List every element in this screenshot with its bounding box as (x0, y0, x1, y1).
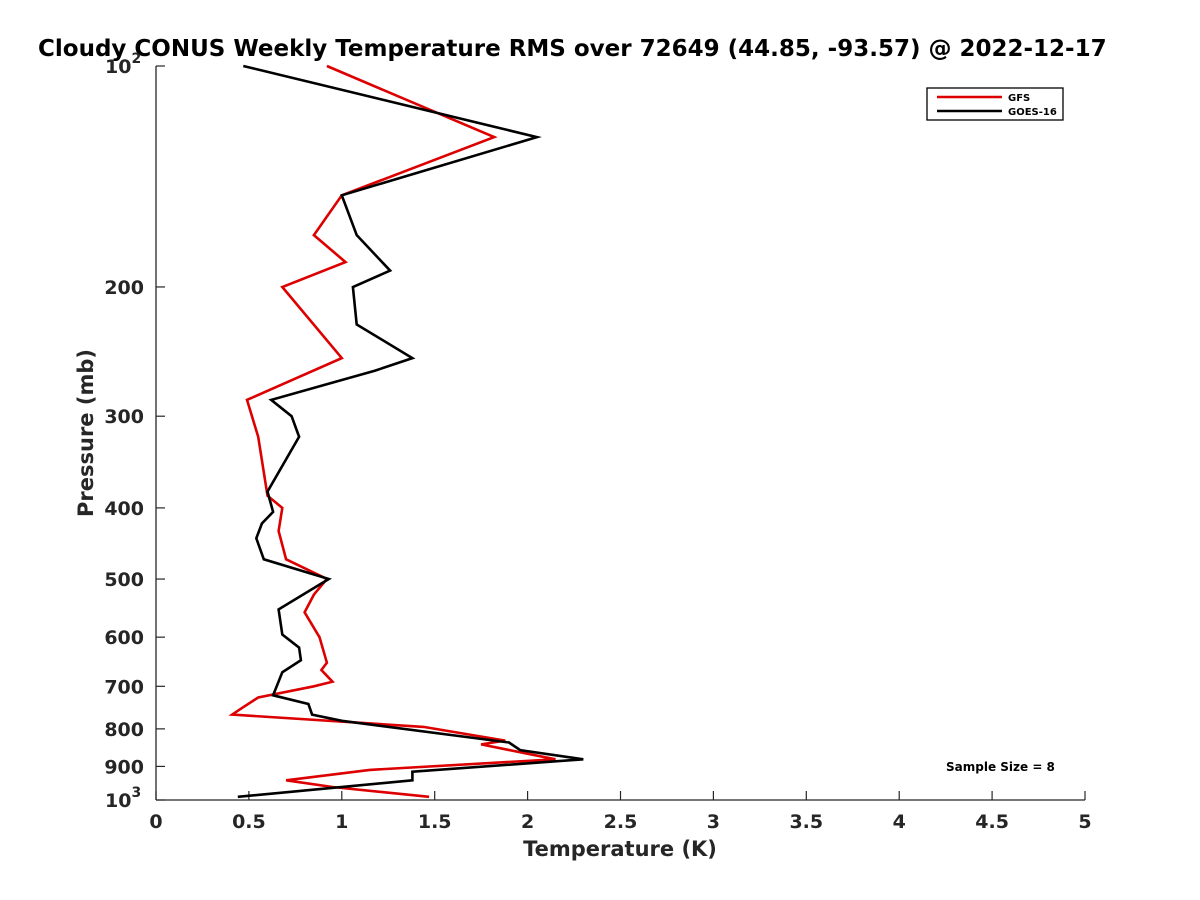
legend-label: GFS (1008, 93, 1030, 104)
y-tick-label: 102 (105, 51, 141, 78)
x-tick-label: 1.5 (418, 811, 452, 833)
chart-title: Cloudy CONUS Weekly Temperature RMS over… (38, 36, 1107, 62)
y-tick-label-base: 10 (105, 56, 131, 78)
y-axis-label: Pressure (mb) (74, 349, 98, 517)
y-tick-label-base: 10 (105, 790, 131, 812)
x-axis-label: Temperature (K) (523, 837, 717, 861)
y-tick-label: 600 (104, 627, 144, 649)
x-tick-label: 0 (149, 811, 162, 833)
y-tick-label: 103 (105, 785, 141, 812)
series-lines (228, 64, 584, 799)
legend-label: GOES-16 (1008, 107, 1057, 118)
x-tick-label: 5 (1078, 811, 1091, 833)
x-tick-label: 2 (521, 811, 534, 833)
y-tick-label: 900 (104, 756, 144, 778)
x-tick-label: 0.5 (232, 811, 266, 833)
y-tick-label: 500 (104, 569, 144, 591)
x-tick-label: 1 (335, 811, 348, 833)
y-tick-label: 300 (104, 406, 144, 428)
y-tick-label: 400 (104, 498, 144, 520)
y-tick-label: 700 (104, 676, 144, 698)
x-tick-label: 4 (893, 811, 906, 833)
series-line-gfs (228, 64, 556, 799)
y-tick-label-exponent: 2 (131, 51, 141, 67)
legend-box (926, 87, 1064, 121)
series-line-goes-16 (237, 64, 584, 799)
x-tick-label: 2.5 (604, 811, 638, 833)
x-tick-label: 3.5 (789, 811, 823, 833)
x-tick-label: 3 (707, 811, 720, 833)
x-ticks: 0 0.5 1 1.5 2 2.5 3 3.5 4 4.5 5 (149, 791, 1092, 833)
legend: GFS GOES-16 (926, 87, 1064, 121)
y-tick-label: 200 (104, 277, 144, 299)
y-tick-label-exponent: 3 (131, 785, 141, 801)
x-tick-label: 4.5 (975, 811, 1009, 833)
y-tick-label: 800 (104, 719, 144, 741)
sample-size-annotation: Sample Size = 8 (946, 760, 1055, 774)
